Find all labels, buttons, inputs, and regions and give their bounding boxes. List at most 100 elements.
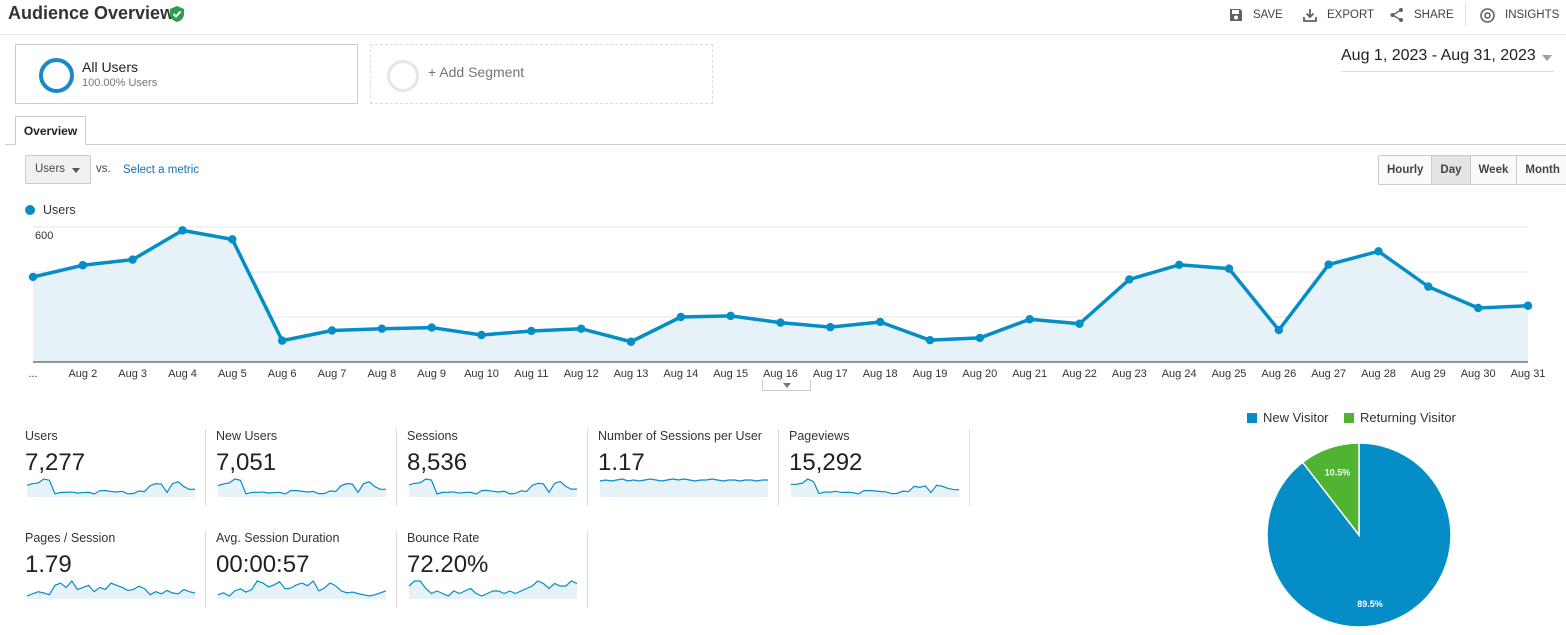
legend-new-visitor[interactable]: New Visitor (1247, 410, 1329, 425)
legend-label: Returning Visitor (1360, 410, 1456, 425)
data-point (178, 226, 187, 235)
legend-swatch (1344, 412, 1354, 423)
scorecard-sparkline (217, 478, 387, 497)
data-point (1473, 303, 1483, 313)
scorecard-label: Bounce Rate (407, 531, 480, 545)
share-button[interactable]: SHARE (1389, 6, 1454, 24)
data-point (327, 326, 337, 335)
data-point (527, 326, 536, 336)
scorecard-label: Pageviews (789, 429, 850, 443)
data-point (1025, 315, 1034, 324)
add-segment-button[interactable]: + Add Segment (370, 44, 713, 104)
x-tick-label: Aug 27 (1311, 368, 1346, 380)
metric-dropdown[interactable]: Users (25, 155, 91, 184)
sparkline-line (790, 478, 960, 495)
tab-overview[interactable]: Overview (15, 116, 86, 145)
tab-divider (5, 144, 1566, 145)
scorecard[interactable]: Users 7,277 (25, 429, 216, 507)
scorecard-divider (396, 531, 397, 608)
x-tick-label: Aug 10 (464, 368, 499, 380)
data-point (477, 330, 486, 340)
sparkline-line (26, 478, 196, 495)
data-point (1424, 282, 1433, 291)
granularity-month-button[interactable]: Month (1516, 156, 1566, 184)
data-point (1523, 301, 1533, 310)
x-tick-label: Aug 7 (318, 368, 347, 380)
x-tick-label: Aug 26 (1261, 368, 1296, 380)
segment-name: All Users (82, 59, 139, 75)
x-tick-label: ... (28, 368, 37, 380)
data-point (277, 336, 287, 345)
scorecard-label: New Users (216, 429, 278, 443)
scorecard-value: 7,277 (25, 449, 86, 476)
scorecard[interactable]: Sessions 8,536 (407, 429, 598, 507)
data-point (1324, 260, 1333, 269)
select-metric-link[interactable]: Select a metric (123, 164, 200, 176)
x-tick-label: Aug 6 (268, 368, 297, 380)
scorecard-sparkline (408, 580, 578, 599)
x-tick-label: Aug 24 (1162, 368, 1197, 380)
data-point (975, 333, 985, 343)
chevron-down-icon (783, 383, 791, 388)
share-icon (1390, 8, 1403, 22)
segment-all-users[interactable]: All Users 100.00% Users (15, 44, 358, 104)
y-tick-label: 600 (35, 230, 53, 242)
segment-ring-icon (39, 58, 74, 93)
scorecard-label: Number of Sessions per User (598, 429, 762, 443)
header-divider (1465, 4, 1466, 26)
granularity-day-button[interactable]: Day (1431, 156, 1470, 184)
export-icon (1303, 9, 1317, 22)
data-point (1224, 264, 1234, 273)
x-tick-label: Aug 14 (663, 368, 698, 380)
sparkline-area (27, 581, 195, 599)
x-tick-label: Aug 17 (813, 368, 848, 380)
pie-slice-label: 10.5% (1325, 467, 1351, 477)
date-range-picker[interactable]: Aug 1, 2023 - Aug 31, 2023 (1341, 47, 1554, 72)
scorecard[interactable]: Avg. Session Duration 00:00:57 (216, 531, 407, 609)
data-point (28, 272, 38, 282)
x-tick-label: Aug 4 (168, 368, 197, 380)
scorecard[interactable]: Bounce Rate 72.20% (407, 531, 598, 609)
save-icon (1230, 9, 1242, 21)
metric-dropdown-label: Users (35, 163, 66, 175)
save-button[interactable]: SAVE (1228, 6, 1283, 24)
legend-returning-visitor[interactable]: Returning Visitor (1344, 410, 1456, 425)
scorecard-divider (205, 531, 206, 608)
export-button[interactable]: EXPORT (1302, 6, 1374, 24)
scorecard-value: 00:00:57 (216, 551, 310, 578)
sparkline-line (217, 580, 387, 597)
scorecard-value: 7,051 (216, 449, 277, 476)
scorecard-label: Pages / Session (25, 531, 116, 545)
x-tick-label: Aug 9 (417, 368, 446, 380)
scorecard-divider (969, 429, 970, 506)
x-tick-label: Aug 12 (564, 368, 599, 380)
chart-collapse-handle[interactable] (762, 380, 811, 391)
scorecard[interactable]: New Users 7,051 (216, 429, 407, 507)
x-tick-label: Aug 25 (1212, 368, 1247, 380)
scorecard-label: Avg. Session Duration (216, 531, 340, 545)
scorecard-divider (587, 531, 588, 608)
empty-segment-ring-icon (387, 60, 419, 92)
chevron-down-icon (1542, 55, 1552, 61)
data-point (726, 311, 735, 321)
scorecard-divider (778, 429, 779, 506)
scorecard-label: Sessions (407, 429, 458, 443)
insights-icon (1480, 7, 1495, 23)
data-point (626, 337, 636, 346)
sparkline-line (26, 580, 196, 597)
x-tick-label: Aug 2 (68, 368, 97, 380)
insights-label: INSIGHTS (1505, 9, 1560, 21)
granularity-week-button[interactable]: Week (1469, 156, 1517, 184)
pie-slice-label: 89.5% (1357, 599, 1383, 609)
scorecard-divider (587, 429, 588, 506)
export-label: EXPORT (1327, 9, 1375, 21)
scorecard[interactable]: Number of Sessions per User 1.17 (598, 429, 789, 507)
granularity-hourly-button[interactable]: Hourly (1379, 156, 1432, 184)
scorecard-sparkline (26, 580, 196, 599)
visitor-pie-chart: 89.5% 10.5% (1266, 442, 1452, 628)
scorecard[interactable]: Pages / Session 1.79 (25, 531, 216, 609)
insights-button[interactable]: INSIGHTS (1479, 6, 1559, 24)
data-point (776, 318, 785, 327)
scorecard[interactable]: Pageviews 15,292 (789, 429, 980, 507)
sparkline-area (791, 479, 959, 497)
